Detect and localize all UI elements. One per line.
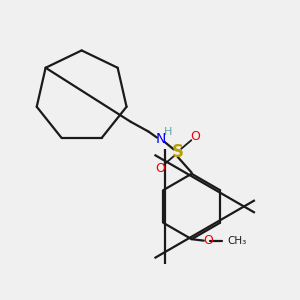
Text: CH₃: CH₃ xyxy=(227,236,246,246)
Text: S: S xyxy=(172,143,184,161)
Text: N: N xyxy=(155,132,166,146)
Text: O: O xyxy=(203,234,213,247)
Text: O: O xyxy=(190,130,200,143)
Text: O: O xyxy=(155,162,165,175)
Text: H: H xyxy=(164,127,172,137)
